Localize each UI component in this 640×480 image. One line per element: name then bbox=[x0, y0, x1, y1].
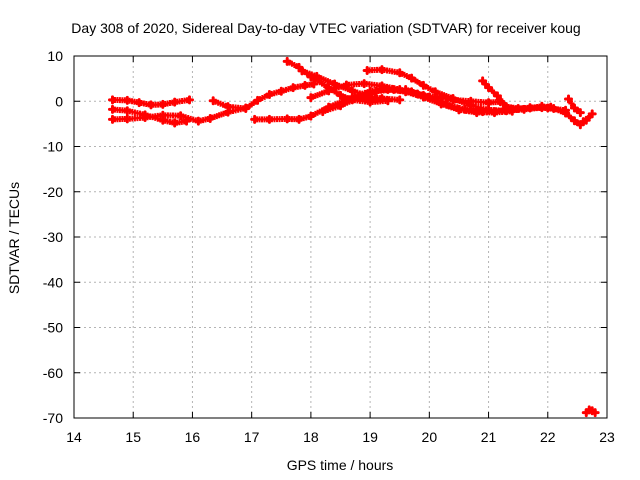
data-point bbox=[139, 114, 146, 121]
data-point bbox=[417, 91, 424, 98]
data-points bbox=[107, 56, 600, 418]
data-point bbox=[222, 109, 229, 116]
data-point bbox=[264, 92, 271, 99]
data-point bbox=[364, 89, 371, 96]
x-tick-label: 19 bbox=[362, 429, 378, 445]
series-track-16 bbox=[581, 405, 600, 418]
data-point bbox=[181, 118, 188, 125]
data-point bbox=[394, 96, 401, 103]
x-tick-label: 23 bbox=[599, 429, 615, 445]
data-point bbox=[453, 105, 460, 112]
data-point bbox=[287, 85, 294, 92]
data-point bbox=[275, 88, 282, 95]
data-point bbox=[222, 102, 229, 109]
data-point bbox=[569, 116, 576, 123]
y-tick-label: -50 bbox=[43, 320, 63, 336]
data-point bbox=[548, 105, 555, 112]
data-point bbox=[569, 102, 576, 109]
data-point bbox=[329, 80, 336, 87]
x-tick-label: 14 bbox=[66, 429, 82, 445]
axis-ticks: 14 15 16 17 18 19 20 21 22 23 -70 -60 -50 -40 -30 -20 -1… bbox=[43, 48, 615, 445]
y-tick-label: -40 bbox=[43, 274, 63, 290]
series-track-13 bbox=[478, 76, 585, 130]
data-point bbox=[252, 98, 259, 105]
data-point bbox=[184, 97, 191, 104]
data-point bbox=[323, 83, 330, 90]
data-point bbox=[435, 99, 442, 106]
data-point bbox=[560, 109, 567, 116]
data-point bbox=[157, 112, 164, 119]
data-point bbox=[492, 91, 499, 98]
chart-title: Day 308 of 2020, Sidereal Day-to-day VTE… bbox=[71, 20, 580, 36]
y-tick-label: -70 bbox=[43, 410, 63, 426]
y-tick-label: -30 bbox=[43, 229, 63, 245]
series-track-1 bbox=[107, 95, 194, 110]
data-point bbox=[240, 105, 247, 112]
series-track-4 bbox=[208, 79, 319, 113]
data-point bbox=[305, 113, 312, 120]
data-point bbox=[575, 108, 582, 115]
y-axis-label: SDTVAR / TECUs bbox=[6, 182, 22, 294]
data-point bbox=[308, 81, 315, 88]
x-axis-label: GPS time / hours bbox=[287, 457, 394, 473]
data-point bbox=[311, 72, 318, 79]
x-tick-label: 22 bbox=[540, 429, 556, 445]
data-point bbox=[418, 81, 425, 88]
data-point bbox=[429, 87, 436, 94]
data-point bbox=[175, 112, 182, 119]
data-point bbox=[484, 82, 491, 89]
y-tick-label: 0 bbox=[55, 93, 63, 109]
data-point bbox=[590, 408, 597, 415]
x-tick-label: 18 bbox=[303, 429, 319, 445]
data-point bbox=[575, 120, 582, 127]
data-point bbox=[406, 74, 413, 81]
x-tick-label: 15 bbox=[125, 429, 141, 445]
data-point bbox=[340, 82, 347, 89]
data-point bbox=[465, 101, 472, 108]
y-tick-label: -60 bbox=[43, 365, 63, 381]
data-point bbox=[335, 91, 342, 98]
data-point bbox=[382, 86, 389, 93]
x-tick-label: 20 bbox=[422, 429, 438, 445]
series-track-15 bbox=[578, 109, 597, 127]
series-track-14 bbox=[564, 94, 585, 118]
y-tick-label: -10 bbox=[43, 139, 63, 155]
data-point bbox=[581, 117, 588, 124]
y-tick-label: 10 bbox=[47, 48, 63, 64]
data-point bbox=[376, 66, 383, 73]
data-point bbox=[587, 113, 594, 120]
data-point bbox=[471, 109, 478, 116]
x-tick-label: 17 bbox=[244, 429, 260, 445]
data-point bbox=[347, 86, 354, 93]
x-tick-label: 16 bbox=[185, 429, 201, 445]
data-point bbox=[447, 94, 454, 101]
data-point bbox=[334, 103, 341, 110]
data-point bbox=[263, 116, 270, 123]
data-point bbox=[376, 95, 383, 102]
data-point bbox=[358, 80, 365, 87]
data-point bbox=[394, 69, 401, 76]
x-tick-label: 21 bbox=[481, 429, 497, 445]
data-point bbox=[121, 115, 128, 122]
data-point bbox=[488, 108, 495, 115]
data-point bbox=[501, 101, 508, 108]
data-point bbox=[204, 115, 211, 122]
y-tick-label: -20 bbox=[43, 184, 63, 200]
data-point bbox=[293, 63, 300, 70]
data-point bbox=[323, 88, 330, 95]
data-point bbox=[121, 107, 128, 114]
